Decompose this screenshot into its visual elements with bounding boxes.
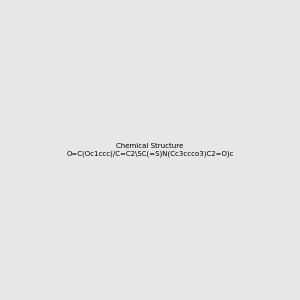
Text: Chemical Structure
O=C(Oc1ccc(/C=C2\SC(=S)N(Cc3ccco3)C2=O)c: Chemical Structure O=C(Oc1ccc(/C=C2\SC(=…: [66, 143, 234, 157]
